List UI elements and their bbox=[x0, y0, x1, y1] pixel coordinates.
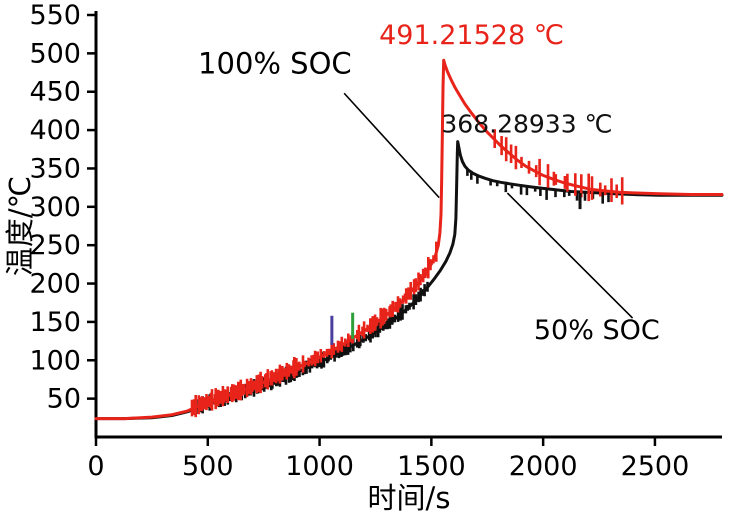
series-100-soc-line bbox=[94, 58, 724, 421]
x-tick-label: 2500 bbox=[621, 451, 690, 482]
y-tick-label: 500 bbox=[29, 38, 81, 69]
y-tick-label: 150 bbox=[29, 307, 81, 338]
y-tick-label: 200 bbox=[29, 269, 81, 300]
soc100-label: 100% SOC bbox=[198, 46, 352, 80]
y-tick-label: 450 bbox=[29, 77, 81, 108]
peak-50-label: 368.28933 ℃ bbox=[441, 109, 612, 138]
x-tick-label: 500 bbox=[182, 451, 234, 482]
x-tick-label: 2000 bbox=[509, 451, 578, 482]
y-tick-label: 350 bbox=[29, 153, 81, 184]
y-tick-label: 550 bbox=[29, 0, 81, 31]
soc100-label-leader bbox=[343, 92, 440, 199]
x-axis-label: 时间/s bbox=[368, 481, 451, 515]
y-tick-label: 250 bbox=[29, 230, 81, 261]
y-tick-label: 300 bbox=[29, 192, 81, 223]
x-tick-label: 1500 bbox=[397, 451, 466, 482]
y-tick-label: 400 bbox=[29, 115, 81, 146]
y-tick-label: 50 bbox=[47, 384, 81, 415]
y-axis-label: 温度/℃ bbox=[3, 176, 37, 276]
x-tick-label: 1000 bbox=[285, 451, 354, 482]
soc50-label: 50% SOC bbox=[534, 315, 660, 346]
soc50-label-leader bbox=[506, 192, 634, 319]
x-tick-label: 0 bbox=[87, 451, 104, 482]
peak-100-label: 491.21528 ℃ bbox=[379, 20, 564, 51]
y-tick-label: 100 bbox=[29, 345, 81, 376]
